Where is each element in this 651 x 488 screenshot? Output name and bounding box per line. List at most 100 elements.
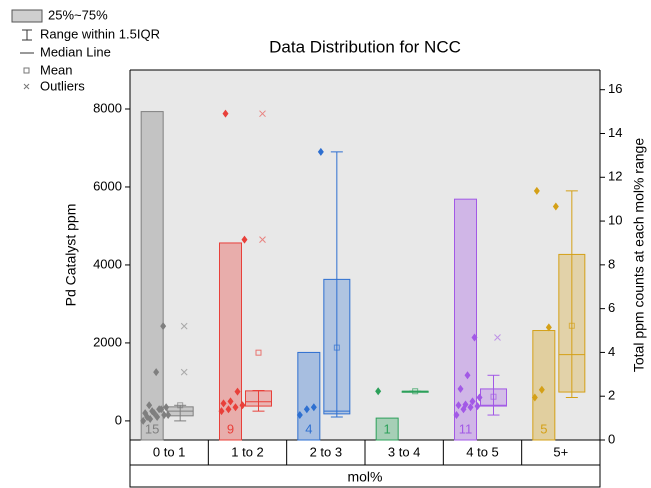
mean <box>255 349 262 356</box>
legend-label: Median Line <box>40 44 111 59</box>
legend <box>11 9 43 90</box>
y2-tick-label: 10 <box>608 213 622 228</box>
count-label: 9 <box>227 421 234 436</box>
legend-label: Mean <box>40 62 73 77</box>
data-point <box>158 405 165 414</box>
data-point <box>453 411 460 420</box>
data-point <box>161 411 168 420</box>
data-point <box>538 385 545 394</box>
data-point <box>552 202 559 211</box>
count-bar <box>375 417 399 441</box>
x-tick-label: 2 to 3 <box>310 444 343 459</box>
y2-tick-label: 12 <box>608 169 622 184</box>
y2-tick-label: 2 <box>608 388 615 403</box>
outlier <box>180 322 188 330</box>
count-bar <box>454 198 477 441</box>
y2-tick-label: 6 <box>608 300 615 315</box>
data-point <box>533 186 540 195</box>
chart-title: Data Distribution for NCC <box>269 37 461 56</box>
data-point <box>241 235 248 244</box>
outlier <box>259 110 266 118</box>
x-axis-label: mol% <box>347 469 382 485</box>
legend-mean-icon <box>23 67 30 74</box>
data-point <box>222 109 229 118</box>
legend-outlier-icon <box>23 83 30 90</box>
plot-area <box>130 70 600 440</box>
data-point <box>239 401 246 410</box>
legend-box-icon <box>11 9 43 23</box>
data-point <box>296 411 303 420</box>
x-tick-label: 5+ <box>553 444 568 459</box>
data-point <box>455 401 462 410</box>
y-tick-label: 6000 <box>93 178 122 193</box>
data-point <box>146 401 153 410</box>
legend-label: Range within 1.5IQR <box>40 26 160 41</box>
x-tick-label: 4 to 5 <box>466 444 499 459</box>
data-point <box>303 405 310 414</box>
count-label: 11 <box>459 421 473 436</box>
data-point <box>153 368 160 377</box>
box <box>480 388 507 407</box>
data-point <box>225 405 232 414</box>
data-point <box>474 402 481 411</box>
data-point <box>462 400 469 409</box>
box <box>245 390 272 407</box>
x-tick-label: 3 to 4 <box>388 444 421 459</box>
data-point <box>531 393 538 402</box>
outlier <box>494 334 501 341</box>
mean <box>412 388 419 395</box>
y2-tick-label: 16 <box>608 81 622 96</box>
count-bar <box>140 111 164 441</box>
data-point <box>375 387 382 396</box>
outlier <box>180 368 188 376</box>
outlier <box>259 236 266 243</box>
y-tick-label: 4000 <box>93 256 122 271</box>
y2-tick-label: 4 <box>608 344 615 359</box>
data-point <box>163 403 170 412</box>
count-bar <box>297 351 321 441</box>
count-label: 15 <box>145 421 159 436</box>
data-point <box>471 333 478 342</box>
x-tick-label: 1 to 2 <box>231 444 264 459</box>
y-axis-label: Pd Catalyst ppm <box>63 204 79 307</box>
y-tick-label: 8000 <box>93 100 122 115</box>
count-bar <box>532 330 556 441</box>
x-tick-label: 0 to 1 <box>153 444 186 459</box>
data-point <box>227 397 234 406</box>
mean <box>490 393 497 400</box>
data-point <box>464 371 471 380</box>
y2-axis-label: Total ppm counts at each mol% range <box>631 138 647 372</box>
data-point <box>144 412 151 421</box>
y2-tick-label: 8 <box>608 256 615 271</box>
data-point <box>232 403 239 412</box>
y-tick-label: 2000 <box>93 334 122 349</box>
y2-tick-label: 0 <box>608 431 615 446</box>
data-point <box>457 384 464 393</box>
data-point <box>317 147 324 156</box>
data-point <box>218 407 225 416</box>
data-point <box>220 399 227 408</box>
legend-whisker-icon <box>22 29 32 41</box>
data-point <box>160 322 167 331</box>
mean <box>177 402 184 409</box>
y-tick-label: 0 <box>115 412 122 427</box>
data-point <box>545 323 552 332</box>
data-point <box>469 397 476 406</box>
box <box>323 278 351 415</box>
data-point <box>151 409 158 418</box>
mean <box>333 344 340 351</box>
count-label: 4 <box>305 421 312 436</box>
count-label: 1 <box>384 421 391 436</box>
data-point <box>165 411 172 420</box>
count-label: 5 <box>540 421 547 436</box>
data-point <box>310 403 317 412</box>
data-point <box>467 403 474 412</box>
legend-label: 25%~75% <box>48 7 108 22</box>
mean <box>568 322 575 329</box>
data-point <box>476 393 483 402</box>
y2-tick-label: 14 <box>608 125 622 140</box>
data-point <box>234 387 241 396</box>
legend-label: Outliers <box>40 78 85 93</box>
data-point <box>140 416 147 425</box>
